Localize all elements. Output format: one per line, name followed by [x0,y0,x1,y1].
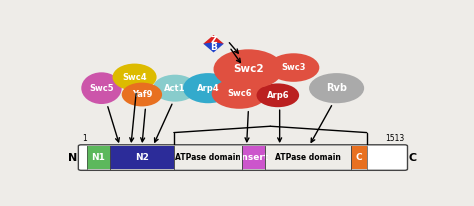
Text: C: C [409,153,417,163]
Ellipse shape [183,73,233,103]
Text: Swc5: Swc5 [89,84,114,93]
Ellipse shape [112,64,156,91]
Text: N2: N2 [135,153,149,162]
Polygon shape [203,42,224,53]
Text: Swc3: Swc3 [282,63,306,72]
Text: Swc2: Swc2 [233,64,264,74]
Text: Swc4: Swc4 [122,73,147,82]
Text: Swc6: Swc6 [227,89,252,98]
Ellipse shape [82,72,122,104]
Ellipse shape [212,79,267,109]
Text: B: B [210,43,217,52]
Text: ATPase domain: ATPase domain [175,153,241,162]
Text: N: N [68,153,77,163]
Text: Arp6: Arp6 [266,91,289,100]
Text: Insert: Insert [238,153,268,162]
Ellipse shape [268,53,319,82]
Ellipse shape [213,49,283,89]
Bar [351,146,367,169]
Text: Arp4: Arp4 [197,84,219,93]
Bar [174,146,242,169]
Bar [242,146,265,169]
FancyBboxPatch shape [78,145,408,170]
Ellipse shape [153,75,197,102]
Text: Yaf9: Yaf9 [132,90,152,99]
Bar [265,146,351,169]
Ellipse shape [122,83,162,107]
Text: Act1: Act1 [164,84,186,93]
Bar [109,146,174,169]
Text: 1: 1 [82,134,87,143]
Text: Rvb: Rvb [326,83,347,93]
Text: N1: N1 [91,153,105,162]
Text: Z: Z [210,36,217,45]
Text: C: C [356,153,362,162]
Polygon shape [203,35,224,45]
Ellipse shape [309,73,364,103]
Ellipse shape [256,83,299,107]
Text: ATPase domain: ATPase domain [275,153,341,162]
Bar [87,146,109,169]
Text: 1513: 1513 [385,134,405,143]
